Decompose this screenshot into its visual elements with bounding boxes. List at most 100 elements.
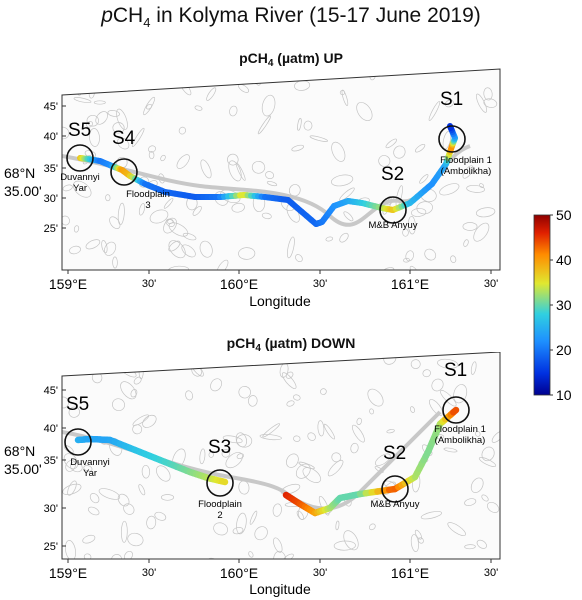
site-name-label: Floodplain 1	[440, 155, 492, 166]
lake-outline	[143, 77, 152, 85]
lake-outline	[112, 122, 125, 134]
lake-outline	[200, 159, 212, 179]
station-circle	[64, 428, 92, 456]
lat-tick-label: 25'	[44, 223, 58, 235]
lake-outline	[295, 254, 303, 263]
lake-outline	[112, 398, 125, 412]
ch4-track-down	[74, 406, 460, 517]
lake-outline	[168, 265, 190, 270]
lake-outline	[238, 386, 251, 399]
lake-outline	[104, 241, 117, 256]
lake-outline	[339, 90, 345, 96]
lake-outline	[93, 100, 106, 105]
lake-outline	[323, 423, 336, 440]
lake-outline	[120, 520, 128, 543]
lake-outline	[154, 511, 167, 521]
lake-outline	[424, 248, 437, 261]
station-label: S1	[440, 89, 463, 110]
lake-outline	[287, 236, 295, 259]
lake-outline	[73, 225, 80, 233]
lake-outline	[131, 127, 145, 147]
title-subscript: 4	[143, 15, 151, 30]
station-label: S2	[381, 164, 404, 185]
lake-outline	[475, 207, 496, 218]
lake-outline	[261, 94, 276, 117]
station-circle	[442, 396, 470, 424]
lat-tick-label: 30'	[44, 503, 58, 515]
lake-outline	[466, 184, 485, 193]
lon-tick-label: 30'	[313, 567, 327, 579]
lake-outline	[62, 396, 69, 409]
lake-outline	[481, 494, 489, 502]
lake-outline	[403, 257, 410, 263]
lake-outline	[199, 240, 213, 258]
lake-outline	[414, 529, 422, 540]
lake-outline	[320, 388, 327, 395]
lake-outline	[378, 155, 391, 167]
lake-outline	[428, 101, 441, 121]
lake-outline	[311, 71, 324, 79]
lake-outline	[481, 446, 495, 462]
lake-outline	[176, 154, 190, 169]
lake-outline	[351, 424, 365, 443]
lake-outline	[262, 423, 280, 438]
lake-outline	[367, 69, 379, 73]
lake-outline	[325, 236, 334, 242]
lake-outline	[220, 189, 241, 204]
panel-down-title-main: pCH	[226, 335, 256, 351]
panel-up-title-rest: (µatm) UP	[273, 50, 343, 66]
lake-outline	[356, 417, 362, 425]
lake-outline	[487, 501, 500, 513]
site-name-label: Yar	[73, 183, 87, 194]
lake-outline	[227, 153, 239, 166]
site-name-label: Yar	[83, 468, 97, 479]
lake-outline	[374, 466, 384, 473]
site-name-label: Floodplain	[198, 499, 242, 510]
lake-outline	[165, 218, 175, 227]
lake-outline	[82, 534, 96, 544]
lake-outline	[453, 384, 468, 404]
lake-outline	[117, 137, 130, 150]
lake-outline	[470, 477, 484, 493]
station-label: S3	[208, 437, 231, 458]
lake-outline	[293, 435, 301, 442]
site-name-label: 3	[145, 200, 150, 211]
lake-outline	[236, 434, 253, 448]
lake-outline	[479, 183, 485, 189]
site-name-label: 2	[217, 510, 222, 521]
panel-down-title: pCH4 (µatm) DOWN	[0, 335, 582, 354]
lat-label-down-line2: 35.00'	[4, 461, 42, 477]
lake-outline	[123, 503, 135, 515]
lon-tick-label: 160°E	[220, 276, 258, 292]
lake-outline	[208, 451, 214, 458]
lake-outline	[368, 523, 376, 531]
lake-outline	[89, 493, 100, 504]
lake-outline	[483, 87, 493, 101]
lat-label-up-line2: 35.00'	[4, 183, 42, 199]
longitude-ticks-up: 159°E 30' 160°E 30' 161°E 30'	[49, 270, 498, 292]
lake-outline	[108, 271, 121, 276]
lake-outline	[85, 239, 101, 250]
lake-outline	[410, 359, 421, 369]
lake-outline	[417, 537, 424, 544]
lake-outline	[372, 498, 382, 507]
lake-outline	[476, 539, 487, 549]
station-circle	[66, 144, 94, 172]
site-name-label: Duvannyi	[70, 457, 110, 468]
lon-tick-label: 159°E	[49, 276, 87, 292]
lake-outline	[62, 483, 82, 496]
lake-outline	[238, 247, 256, 260]
latitude-ticks-up: 45' 40' 35' 30' 25'	[44, 101, 66, 235]
latitude-ticks-down: 45' 40' 35' 30' 25'	[44, 385, 66, 553]
lake-outline	[210, 378, 223, 392]
lake-outline	[475, 431, 481, 437]
lake-outline	[475, 93, 488, 113]
ch4-track-up	[77, 123, 458, 227]
lake-outline	[473, 222, 490, 242]
lake-outline	[286, 453, 299, 468]
lake-outline	[156, 465, 171, 482]
lake-outline	[437, 358, 459, 369]
lat-tick-label: 45'	[44, 385, 58, 397]
lake-outline	[341, 89, 349, 106]
